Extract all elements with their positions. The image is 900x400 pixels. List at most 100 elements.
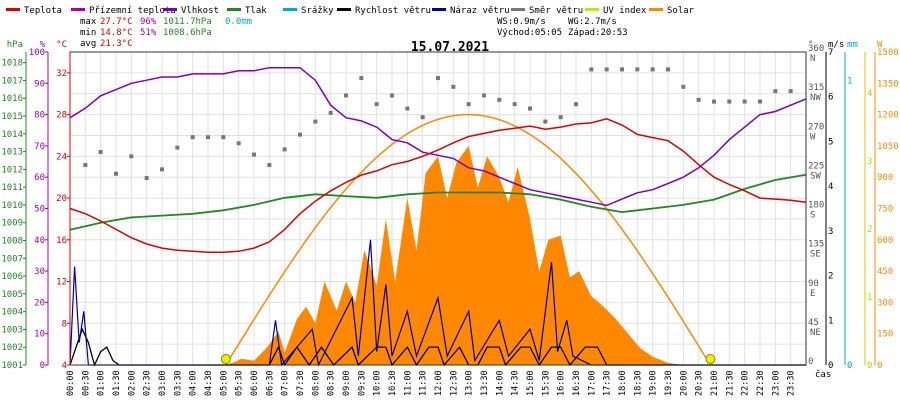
x-tick-label: 21:30	[725, 370, 735, 396]
solar-unit: W	[877, 40, 883, 50]
humidity-tick: 10	[34, 330, 45, 340]
uv-tick: 0	[867, 361, 872, 371]
wind-direction-point	[221, 135, 226, 140]
pressure-tick: 1011	[1, 183, 23, 193]
wind-direction-point	[420, 115, 425, 120]
wind-direction-point	[175, 145, 180, 150]
humidity-tick: 70	[34, 142, 45, 152]
wind-direction-point	[466, 102, 471, 107]
wind-tick: 7	[828, 48, 833, 58]
humidity-tick: 90	[34, 79, 45, 89]
solar-tick: 1500	[877, 48, 899, 58]
x-tick-label: 11:00	[403, 370, 413, 396]
wind-tick: 6	[828, 93, 833, 103]
legend-label: Rychlost větru	[355, 6, 431, 16]
x-tick-label: 06:00	[250, 370, 260, 396]
pressure-tick: 1008	[1, 237, 23, 247]
wind-direction-point	[160, 167, 164, 172]
wind-direction-point	[574, 102, 578, 107]
wind-direction-point	[497, 97, 502, 102]
x-tick-label: 15:30	[541, 370, 551, 396]
x-tick-label: 04:30	[204, 370, 214, 396]
solar-tick: 450	[877, 267, 893, 277]
wind-direction-point	[83, 163, 88, 168]
wind-direction-point	[405, 106, 410, 111]
direction-tick-degrees: 135	[808, 240, 824, 250]
wind-direction-point	[543, 119, 548, 124]
rain-unit: mm	[847, 40, 858, 50]
wind-tick: 3	[828, 227, 833, 237]
stat-min-label: min	[80, 28, 96, 38]
temperature-tick: 32	[56, 69, 67, 79]
pressure-tick: 1002	[1, 343, 23, 353]
axes: hPa1001100210031004100510061007100810091…	[1, 40, 898, 396]
legend-swatch	[511, 8, 525, 11]
temperature-tick: 4	[62, 361, 67, 371]
wind-direction-point	[712, 99, 716, 104]
rain-tick: 1	[847, 76, 852, 86]
wind-direction-point	[190, 135, 195, 140]
wind-direction-point	[727, 99, 732, 104]
direction-tick-compass: SE	[810, 250, 821, 260]
x-tick-label: 20:30	[695, 370, 705, 396]
legend-swatch	[337, 8, 351, 11]
wind-direction-point	[114, 171, 118, 176]
wind-direction-point	[282, 147, 287, 152]
stat-min-press: 1008.6hPa	[163, 28, 212, 38]
stat-sunset: Západ:20:53	[568, 28, 628, 38]
wind-direction-point	[390, 93, 394, 98]
legend-swatch	[585, 8, 599, 11]
x-tick-label: 12:30	[449, 370, 459, 396]
x-tick-label: 01:00	[97, 370, 107, 396]
temperature-tick: 16	[56, 236, 67, 246]
x-tick-label: 13:30	[480, 370, 490, 396]
x-tick-label: 08:00	[311, 370, 321, 396]
wind-direction-point	[773, 89, 778, 94]
x-tick-label: 17:30	[603, 370, 613, 396]
legend-swatch	[71, 8, 85, 11]
pressure-tick: 1005	[1, 290, 23, 300]
pressure-tick: 1007	[1, 254, 23, 264]
temperature-line	[69, 118, 807, 254]
plot-area	[69, 51, 807, 367]
legend-swatch	[227, 8, 241, 11]
humidity-line	[69, 66, 807, 207]
wind-direction-point	[788, 89, 793, 94]
x-tick-label: 07:30	[296, 370, 306, 396]
humidity-unit: %	[40, 40, 46, 50]
wind-tick: 0	[828, 361, 833, 371]
wind-direction-point	[742, 99, 747, 104]
legend-label: UV index	[603, 6, 647, 16]
wind-direction-point	[374, 102, 379, 107]
legend-swatch	[6, 8, 20, 11]
uv-tick: 1	[867, 293, 872, 303]
pressure-unit: hPa	[7, 40, 23, 50]
solar-tick: 750	[877, 205, 893, 215]
x-tick-label: 03:00	[158, 370, 168, 396]
stat-min-hum: 51%	[140, 28, 157, 38]
solar-theoretical-curve	[225, 113, 708, 366]
wind-direction-point	[144, 176, 149, 181]
stat-max-rain: 0.0mm	[225, 17, 252, 27]
wind-gust-line	[69, 239, 806, 367]
legend-label: Přízemní teplota	[89, 6, 176, 16]
x-tick-label: 00:30	[81, 370, 91, 396]
x-tick-label: 09:00	[342, 370, 352, 396]
wind-tick: 1	[828, 316, 833, 326]
direction-tick-compass: S	[810, 211, 815, 221]
x-tick-label: 06:30	[265, 370, 275, 396]
x-tick-label: 02:30	[143, 370, 153, 396]
stat-sunrise: Východ:05:05	[497, 28, 562, 38]
direction-tick-degrees: 270	[808, 122, 824, 132]
humidity-tick: 60	[34, 173, 45, 183]
direction-tick-degrees: 225	[808, 161, 824, 171]
wind-direction-point	[696, 97, 701, 102]
humidity-tick: 30	[34, 267, 45, 277]
stat-max-label: max	[80, 17, 97, 27]
x-tick-label: 20:00	[679, 370, 689, 396]
x-tick-label: 09:30	[357, 370, 367, 396]
wind-direction-point	[206, 135, 210, 140]
x-tick-label: 15:00	[526, 370, 536, 396]
wind-direction-point	[681, 84, 686, 89]
temperature-tick: 24	[56, 152, 67, 162]
